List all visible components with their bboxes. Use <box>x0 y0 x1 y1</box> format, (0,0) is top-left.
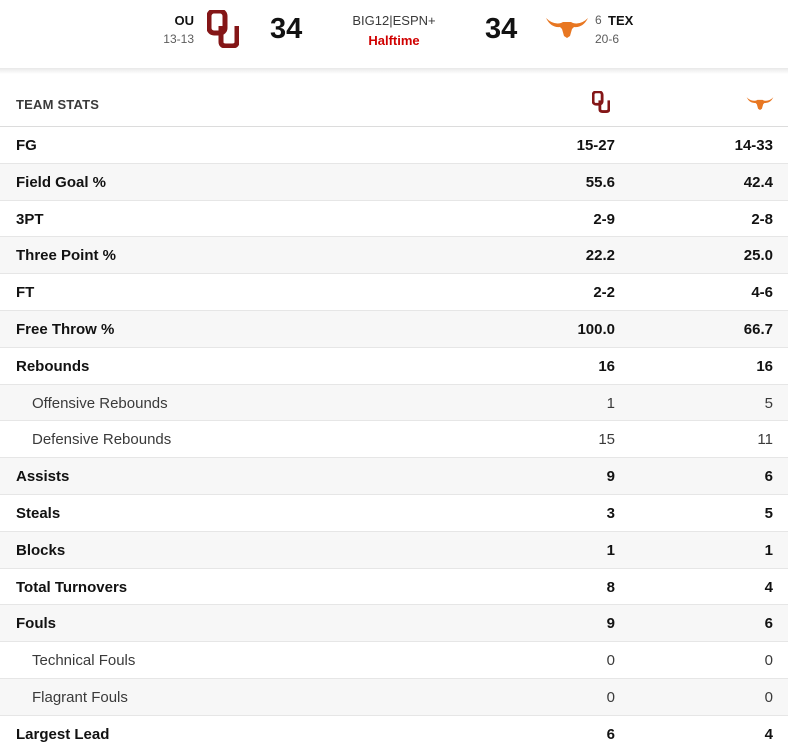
away-stat-value: 6 <box>764 468 773 486</box>
home-stat-value: 1 <box>606 541 615 559</box>
stat-label: Defensive Rebounds <box>32 431 172 449</box>
stat-row: Defensive Rebounds 15 11 <box>0 421 788 459</box>
stat-row: Three Point % 22.2 25.0 <box>0 237 788 275</box>
longhorn-logo-icon[interactable] <box>545 16 589 38</box>
stat-label: Blocks <box>16 541 66 559</box>
home-stat-value: 9 <box>606 468 615 486</box>
stat-row: FG 15-27 14-33 <box>0 127 788 164</box>
stat-row: Blocks 1 1 <box>0 531 788 569</box>
away-stat-value: 16 <box>756 357 773 375</box>
home-stat-value: 2-9 <box>593 210 615 228</box>
away-stat-value: 6 <box>764 615 773 633</box>
stat-row: Steals 3 5 <box>0 495 788 532</box>
away-stat-value: 2-8 <box>751 210 773 228</box>
stat-label: Steals <box>16 504 61 522</box>
home-stat-value: 16 <box>598 357 615 375</box>
away-stat-value: 66.7 <box>743 320 773 338</box>
stat-label: Flagrant Fouls <box>32 688 128 706</box>
away-team-rank: 6 <box>595 13 602 27</box>
home-stat-value: 0 <box>606 652 615 670</box>
stat-row: Total Turnovers 8 4 <box>0 569 788 606</box>
home-stat-value: 0 <box>606 688 615 706</box>
team-stats-table: TEAM STATS FG 15-27 14-33 Field Goal % 55.6 4… <box>0 74 788 750</box>
stat-row: Fouls 9 6 <box>0 605 788 643</box>
stat-row: FT 2-2 4-6 <box>0 274 788 311</box>
stat-label: 3PT <box>16 210 44 228</box>
home-stat-value: 15-27 <box>576 137 615 154</box>
stat-label: FG <box>16 137 37 154</box>
away-team-record: 20-6 <box>595 32 620 46</box>
home-stat-value: 2-2 <box>593 284 615 302</box>
home-stat-value: 100.0 <box>577 320 615 338</box>
stat-row: Rebounds 16 16 <box>0 348 788 385</box>
game-status: Halftime <box>368 33 420 48</box>
stat-label: Rebounds <box>16 357 90 375</box>
team-stats-rows: FG 15-27 14-33 Field Goal % 55.6 42.4 3PT 2-9 2-… <box>0 127 788 750</box>
home-team-record: 13-13 <box>163 32 194 46</box>
away-stat-value: 5 <box>764 394 773 412</box>
away-stat-value: 1 <box>764 541 773 559</box>
away-stat-value: 11 <box>757 431 773 449</box>
stat-row: Offensive Rebounds 1 5 <box>0 384 788 422</box>
header-divider <box>0 68 788 74</box>
home-stat-value: 1 <box>606 394 615 412</box>
away-stat-value: 14-33 <box>734 137 773 154</box>
home-stat-value: 15 <box>598 431 615 449</box>
away-stat-value: 0 <box>764 652 773 670</box>
away-stat-value: 4 <box>764 578 773 596</box>
away-score: 34 <box>485 13 518 45</box>
home-stat-value: 6 <box>606 725 615 743</box>
home-score: 34 <box>270 13 303 45</box>
stat-label: FT <box>16 284 35 302</box>
ou-logo-icon[interactable] <box>207 10 239 48</box>
team-stats-title: TEAM STATS <box>16 97 100 112</box>
home-stat-value: 55.6 <box>585 173 615 191</box>
away-stat-value: 4-6 <box>751 284 773 302</box>
stat-label: Technical Fouls <box>32 652 136 670</box>
ou-column-logo-icon <box>592 91 610 113</box>
away-stat-value: 4 <box>764 725 773 743</box>
home-stat-value: 22.2 <box>585 247 615 265</box>
scoreboard: OU 13-13 34 BIG12|ESPN+ Halftime 34 6 TE… <box>0 0 788 68</box>
stat-label: Assists <box>16 468 70 486</box>
longhorn-column-logo-icon <box>746 97 774 110</box>
stat-label: Total Turnovers <box>16 578 128 596</box>
network-label: BIG12|ESPN+ <box>352 13 436 28</box>
stat-label: Three Point % <box>16 247 117 265</box>
stat-label: Largest Lead <box>16 725 110 743</box>
home-stat-value: 9 <box>606 615 615 633</box>
away-stat-value: 0 <box>764 688 773 706</box>
stat-label: Free Throw % <box>16 320 115 338</box>
home-team-abbr[interactable]: OU <box>174 13 195 28</box>
home-stat-value: 8 <box>606 578 615 596</box>
stat-row: Technical Fouls 0 0 <box>0 642 788 679</box>
stat-label: Field Goal % <box>16 173 107 191</box>
home-stat-value: 3 <box>606 504 615 522</box>
stat-label: Fouls <box>16 615 56 633</box>
away-team-abbr[interactable]: TEX <box>608 13 634 28</box>
away-stat-value: 25.0 <box>743 247 773 265</box>
stat-row: Flagrant Fouls 0 0 <box>0 678 788 716</box>
team-stats-header: TEAM STATS <box>0 74 788 127</box>
stat-row: Field Goal % 55.6 42.4 <box>0 163 788 201</box>
away-stat-value: 42.4 <box>743 173 773 191</box>
stat-label: Offensive Rebounds <box>32 394 168 412</box>
stat-row: Assists 9 6 <box>0 458 788 495</box>
stat-row: 3PT 2-9 2-8 <box>0 201 788 238</box>
stat-row: Largest Lead 6 4 <box>0 716 788 750</box>
stat-row: Free Throw % 100.0 66.7 <box>0 310 788 348</box>
away-stat-value: 5 <box>764 504 773 522</box>
